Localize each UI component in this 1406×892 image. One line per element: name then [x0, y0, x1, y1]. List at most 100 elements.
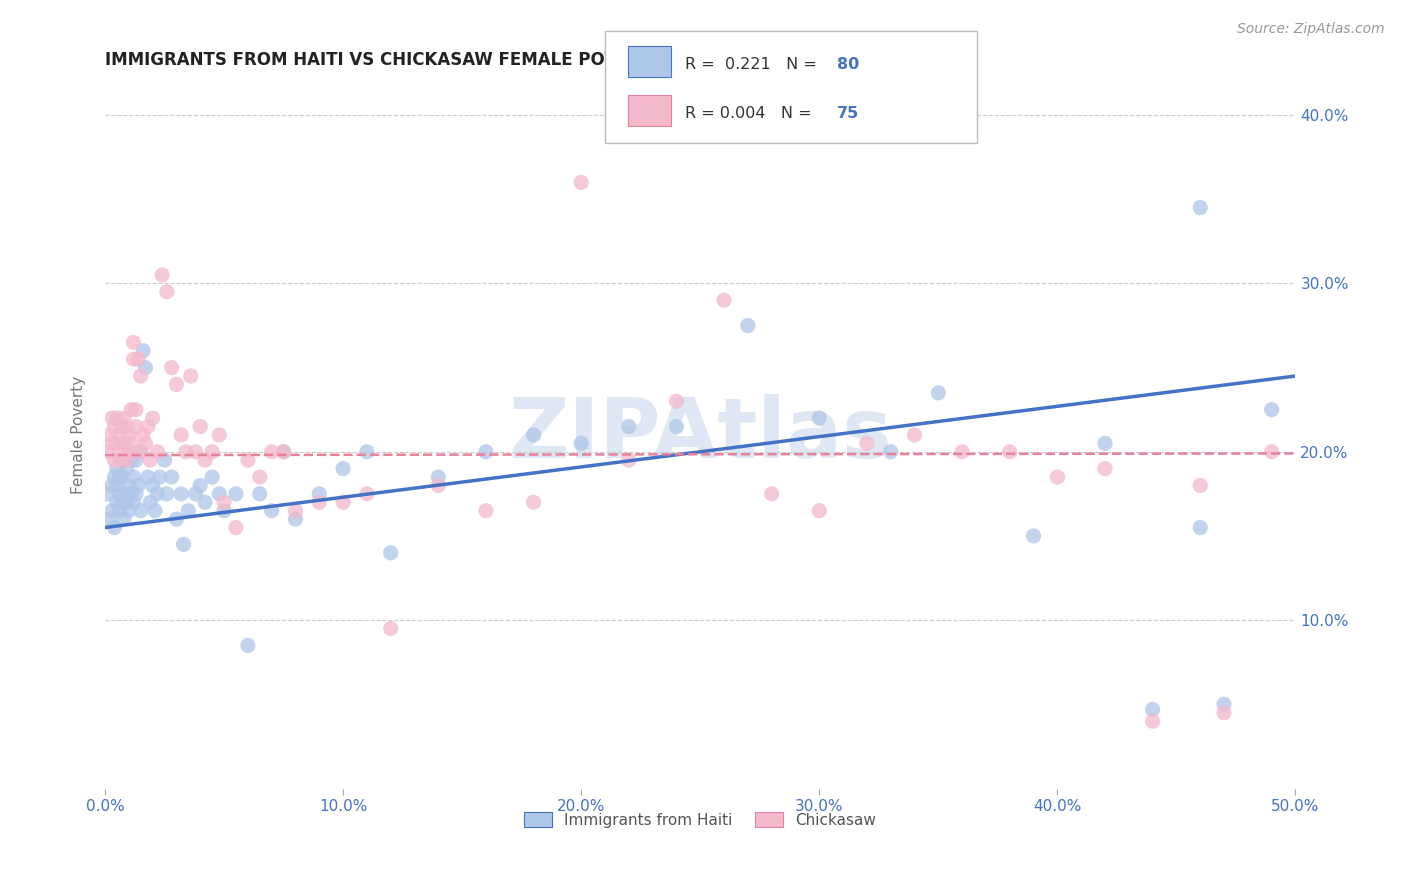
Point	[129, 504, 152, 518]
Point	[120, 453, 142, 467]
Point	[103, 419, 125, 434]
Point	[143, 504, 166, 518]
Point	[665, 419, 688, 434]
Point	[212, 504, 235, 518]
Point	[273, 444, 295, 458]
Point	[111, 470, 134, 484]
Point	[112, 487, 135, 501]
Point	[284, 512, 307, 526]
Point	[208, 487, 231, 501]
Point	[713, 293, 735, 308]
Point	[1094, 461, 1116, 475]
Point	[1142, 702, 1164, 716]
Point	[129, 444, 152, 458]
Point	[112, 512, 135, 526]
Point	[108, 487, 131, 501]
Point	[194, 453, 217, 467]
Point	[998, 444, 1021, 458]
Point	[475, 504, 498, 518]
Point	[136, 419, 159, 434]
Point	[308, 495, 330, 509]
Point	[165, 512, 187, 526]
Text: R = 0.004   N =: R = 0.004 N =	[685, 106, 817, 121]
Point	[236, 639, 259, 653]
Point	[249, 470, 271, 484]
Point	[122, 352, 145, 367]
Point	[260, 444, 283, 458]
Text: IMMIGRANTS FROM HAITI VS CHICKASAW FEMALE POVERTY CORRELATION CHART: IMMIGRANTS FROM HAITI VS CHICKASAW FEMAL…	[105, 51, 869, 69]
Point	[136, 470, 159, 484]
Text: 80: 80	[837, 57, 859, 72]
Point	[127, 352, 149, 367]
Point	[132, 428, 155, 442]
Point	[125, 487, 148, 501]
Point	[184, 487, 207, 501]
Point	[142, 411, 165, 425]
Point	[225, 520, 247, 534]
Point	[260, 504, 283, 518]
Point	[125, 402, 148, 417]
Point	[427, 478, 450, 492]
Point	[927, 385, 949, 400]
Point	[118, 504, 141, 518]
Point	[156, 285, 179, 299]
Point	[156, 487, 179, 501]
Point	[118, 428, 141, 442]
Point	[194, 495, 217, 509]
Point	[332, 461, 354, 475]
Point	[522, 428, 544, 442]
Point	[127, 478, 149, 492]
Point	[101, 504, 124, 518]
Point	[112, 453, 135, 467]
Text: 75: 75	[837, 106, 859, 121]
Point	[108, 453, 131, 467]
Point	[1189, 520, 1212, 534]
Point	[111, 444, 134, 458]
Point	[1213, 698, 1236, 712]
Point	[105, 411, 128, 425]
Point	[111, 453, 134, 467]
Point	[103, 453, 125, 467]
Point	[1142, 714, 1164, 728]
Point	[146, 487, 169, 501]
Point	[103, 520, 125, 534]
Point	[201, 444, 224, 458]
Point	[737, 318, 759, 333]
Point	[1094, 436, 1116, 450]
Point	[808, 504, 831, 518]
Point	[1022, 529, 1045, 543]
Point	[105, 436, 128, 450]
Point	[105, 495, 128, 509]
Point	[522, 495, 544, 509]
Text: ZIPAtlas: ZIPAtlas	[509, 394, 893, 475]
Point	[108, 470, 131, 484]
Point	[180, 369, 202, 384]
Point	[1189, 478, 1212, 492]
Point	[170, 428, 193, 442]
Point	[108, 504, 131, 518]
Point	[98, 428, 121, 442]
Point	[1260, 402, 1282, 417]
Point	[569, 436, 592, 450]
Point	[1046, 470, 1069, 484]
Point	[112, 436, 135, 450]
Point	[96, 487, 118, 501]
Point	[225, 487, 247, 501]
Point	[96, 444, 118, 458]
Point	[380, 546, 402, 560]
Point	[188, 478, 211, 492]
Point	[174, 444, 197, 458]
Point	[188, 419, 211, 434]
Point	[101, 436, 124, 450]
Point	[115, 453, 138, 467]
Point	[142, 478, 165, 492]
Point	[134, 436, 156, 450]
Point	[356, 444, 378, 458]
Point	[212, 495, 235, 509]
Point	[427, 470, 450, 484]
Point	[98, 512, 121, 526]
Point	[617, 453, 640, 467]
Point	[160, 470, 183, 484]
Point	[103, 470, 125, 484]
Point	[1213, 706, 1236, 720]
